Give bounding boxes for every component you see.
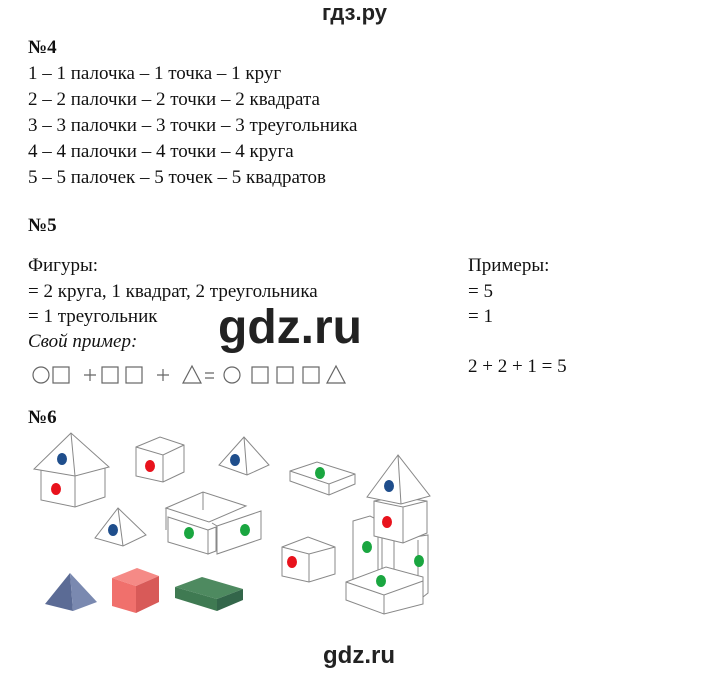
task4-heading: №4: [28, 37, 57, 58]
square-icon: [276, 366, 294, 384]
square-icon: [251, 366, 269, 384]
colored-brick: [175, 577, 243, 611]
own-example-result: 2 + 2 + 1 = 5: [468, 356, 567, 377]
task4-line: 4 – 4 палочки – 4 точки – 4 круга: [28, 141, 294, 162]
own-example-label: Свой пример:: [28, 331, 138, 352]
circle-icon: [223, 366, 241, 384]
triangle-icon: [182, 364, 202, 384]
example-line: = 5: [468, 281, 493, 302]
triangle-icon: [326, 364, 346, 384]
colored-cube: [112, 568, 159, 613]
figures-label: Фигуры:: [28, 255, 99, 276]
task5-heading: №5: [28, 215, 57, 236]
figures-line: = 2 круга, 1 квадрат, 2 треугольника: [28, 281, 318, 302]
plus-icon: [84, 369, 96, 381]
site-title: гдз.ру: [322, 0, 387, 25]
circle-icon: [32, 366, 50, 384]
blocks-illustration: [32, 432, 431, 615]
example-line: = 1: [468, 306, 493, 327]
examples-label: Примеры:: [468, 255, 550, 276]
equals-icon: [205, 372, 214, 379]
shape-equation: [32, 364, 346, 384]
task4-line: 5 – 5 палочек – 5 точек – 5 квадратов: [28, 167, 327, 188]
task4-line: 1 – 1 палочка – 1 точка – 1 круг: [28, 63, 282, 84]
square-icon: [101, 366, 119, 384]
dots: [51, 453, 424, 587]
figures-line: = 1 треугольник: [28, 306, 158, 327]
watermark: gdz.ru: [218, 301, 362, 354]
square-icon: [52, 366, 70, 384]
square-icon: [302, 366, 320, 384]
colored-pyramid: [45, 573, 97, 611]
footer-watermark: gdz.ru: [323, 642, 395, 669]
task4-line: 2 – 2 палочки – 2 точки – 2 квадрата: [28, 89, 320, 110]
task4-line: 3 – 3 палочки – 3 точки – 3 треугольника: [28, 115, 358, 136]
plus-icon: [157, 369, 169, 381]
square-icon: [125, 366, 143, 384]
task6-heading: №6: [28, 407, 57, 428]
